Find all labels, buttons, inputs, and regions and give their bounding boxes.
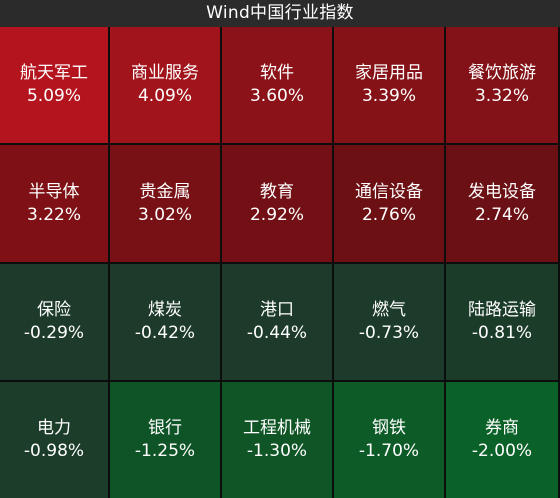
industry-tile[interactable]: 燃气 -0.73% [334,264,444,380]
industry-name: 券商 [485,418,519,438]
industry-tile[interactable]: 煤炭 -0.42% [110,264,220,380]
industry-tile[interactable]: 券商 -2.00% [446,382,558,498]
industry-name: 陆路运输 [468,300,536,320]
industry-change: 2.74% [474,204,529,225]
industry-name: 港口 [260,300,294,320]
industry-change: 3.39% [361,86,416,106]
industry-change: -1.30% [246,441,308,461]
industry-change: 3.22% [26,204,81,225]
industry-name: 银行 [148,418,182,438]
industry-change: 5.09% [26,86,81,106]
industry-tile[interactable]: 发电设备 2.74% [446,145,558,262]
industry-tile[interactable]: 银行 -1.25% [110,382,220,498]
industry-change: -0.73% [358,323,420,343]
industry-change: -0.81% [471,323,533,343]
industry-change: 2.92% [249,204,304,225]
industry-change: -2.00% [471,441,533,461]
industry-tile[interactable]: 钢铁 -1.70% [334,382,444,498]
industry-name: 教育 [260,181,294,202]
industry-tile-grid: 航天军工 5.09% 商业服务 4.09% 软件 3.60% 家居用品 3.39… [0,27,560,498]
industry-name: 工程机械 [243,418,311,438]
industry-tile[interactable]: 通信设备 2.76% [334,145,444,262]
industry-tile[interactable]: 陆路运输 -0.81% [446,264,558,380]
industry-change: 3.32% [474,86,529,106]
industry-tile[interactable]: 贵金属 3.02% [110,145,220,262]
industry-change: 4.09% [137,86,192,106]
industry-name: 半导体 [28,181,80,202]
industry-name: 商业服务 [131,63,199,83]
industry-tile[interactable]: 保险 -0.29% [0,264,108,380]
industry-tile[interactable]: 航天军工 5.09% [0,27,108,143]
industry-name: 燃气 [372,300,406,320]
industry-change: -1.25% [134,441,196,461]
industry-change: -0.44% [246,323,308,343]
industry-change: 2.76% [361,204,416,225]
industry-name: 家居用品 [355,63,423,83]
industry-name: 钢铁 [372,418,406,438]
industry-name: 航天军工 [20,63,88,83]
industry-tile[interactable]: 商业服务 4.09% [110,27,220,143]
industry-change: -0.98% [23,441,85,461]
industry-tile[interactable]: 工程机械 -1.30% [222,382,332,498]
industry-name: 发电设备 [468,181,536,202]
industry-name: 煤炭 [148,300,182,320]
industry-name: 电力 [37,418,71,438]
industry-tile[interactable]: 教育 2.92% [222,145,332,262]
widget-title: Wind中国行业指数 [0,0,560,27]
industry-name: 通信设备 [355,181,423,202]
industry-change: -0.29% [23,323,85,343]
industry-tile[interactable]: 港口 -0.44% [222,264,332,380]
industry-tile[interactable]: 餐饮旅游 3.32% [446,27,558,143]
industry-change: 3.60% [249,86,304,106]
industry-name: 软件 [260,63,294,83]
industry-change: -0.42% [134,323,196,343]
industry-name: 餐饮旅游 [468,63,536,83]
industry-tile[interactable]: 半导体 3.22% [0,145,108,262]
industry-tile[interactable]: 软件 3.60% [222,27,332,143]
industry-change: -1.70% [358,441,420,461]
industry-change: 3.02% [137,204,192,225]
industry-name: 贵金属 [139,181,191,202]
industry-tile[interactable]: 电力 -0.98% [0,382,108,498]
industry-tile[interactable]: 家居用品 3.39% [334,27,444,143]
industry-name: 保险 [37,300,71,320]
